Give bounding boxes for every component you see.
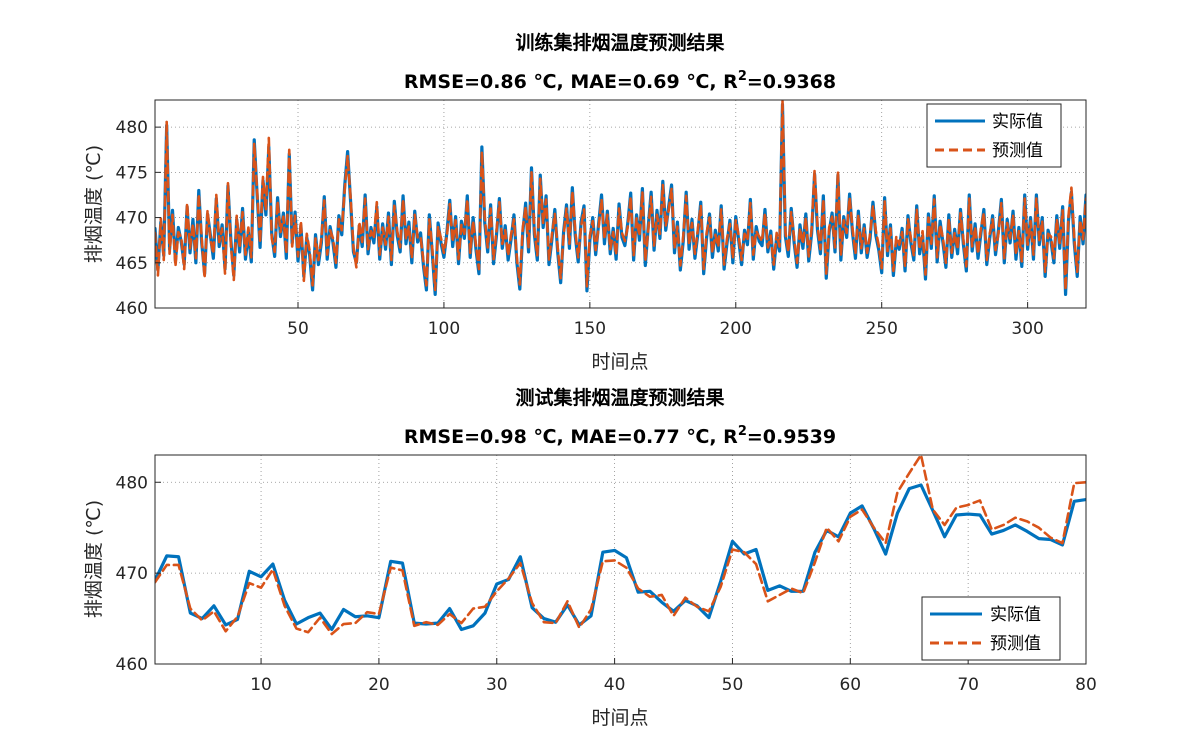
test-legend-label-predicted: 预测值	[990, 634, 1041, 654]
test-y-tick-label: 470	[116, 564, 148, 584]
train-chart: 训练集排烟温度预测结果 RMSE=0.86 ℃, MAE=0.69 ℃, R2=…	[83, 31, 1087, 373]
train-metrics-r2: =0.9368	[747, 71, 836, 93]
train-y-tick-label: 480	[116, 118, 148, 138]
train-x-tick-label: 200	[720, 319, 752, 339]
train-y-tick-label: 465	[116, 254, 148, 274]
train-grid	[155, 100, 1086, 309]
test-x-tick-label: 50	[722, 675, 744, 695]
test-legend[interactable]: 实际值 预测值	[921, 596, 1061, 661]
train-series-predicted-line	[155, 100, 1086, 292]
train-x-tick-label: 300	[1011, 319, 1043, 339]
train-x-tick-label: 250	[865, 319, 897, 339]
test-x-tick-label: 20	[368, 675, 390, 695]
test-metrics-text: RMSE=0.98 ℃, MAE=0.77 ℃, R	[404, 426, 738, 448]
test-y-tick-label: 480	[116, 473, 148, 493]
train-x-tick-label: 50	[287, 319, 309, 339]
train-legend-box	[926, 103, 1062, 168]
test-legend-box	[921, 596, 1061, 661]
test-x-tick-label: 60	[839, 675, 861, 695]
test-chart: 测试集排烟温度预测结果 RMSE=0.98 ℃, MAE=0.77 ℃, R2=…	[83, 386, 1097, 729]
test-series-predicted-line	[155, 455, 1086, 636]
train-metrics-sup: 2	[738, 69, 747, 84]
train-y-axis-label: 排烟温度 (℃)	[83, 145, 105, 263]
test-lines	[155, 455, 1086, 636]
test-chart-metrics: RMSE=0.98 ℃, MAE=0.77 ℃, R2=0.9539	[404, 424, 836, 448]
test-y-axis-label: 排烟温度 (℃)	[83, 500, 105, 618]
train-chart-title: 训练集排烟温度预测结果	[515, 31, 724, 54]
train-x-tick-label: 150	[574, 319, 606, 339]
test-ticks: 10 20 30 40 50 60 70 80 460 470 480	[116, 473, 1097, 695]
train-y-tick-label: 475	[116, 163, 148, 183]
train-legend-label-predicted: 预测值	[992, 141, 1043, 161]
test-x-tick-label: 80	[1075, 675, 1097, 695]
test-x-axis-label: 时间点	[591, 707, 648, 729]
test-x-tick-label: 70	[957, 675, 979, 695]
train-x-tick-label: 100	[428, 319, 460, 339]
test-metrics-sup: 2	[738, 424, 747, 439]
test-x-tick-label: 30	[486, 675, 508, 695]
train-x-axis-label: 时间点	[591, 351, 648, 373]
test-plot-border	[154, 454, 1087, 665]
train-ticks: 50 100 150 200 250 300 460 465 470 475 480	[116, 118, 1044, 339]
train-chart-metrics: RMSE=0.86 ℃, MAE=0.69 ℃, R2=0.9368	[404, 69, 836, 93]
test-metrics-r2: =0.9539	[747, 426, 836, 448]
train-y-tick-label: 470	[116, 209, 148, 229]
test-y-tick-label: 460	[116, 655, 148, 675]
train-plot-border	[154, 99, 1087, 309]
test-chart-title: 测试集排烟温度预测结果	[515, 386, 724, 409]
train-metrics-text: RMSE=0.86 ℃, MAE=0.69 ℃, R	[404, 71, 738, 93]
train-lines	[155, 100, 1086, 297]
test-x-tick-label: 10	[250, 675, 272, 695]
test-x-tick-label: 40	[604, 675, 626, 695]
train-y-tick-label: 460	[116, 299, 148, 319]
test-legend-label-actual: 实际值	[990, 605, 1041, 625]
train-legend[interactable]: 实际值 预测值	[926, 103, 1062, 168]
train-legend-label-actual: 实际值	[992, 112, 1043, 132]
